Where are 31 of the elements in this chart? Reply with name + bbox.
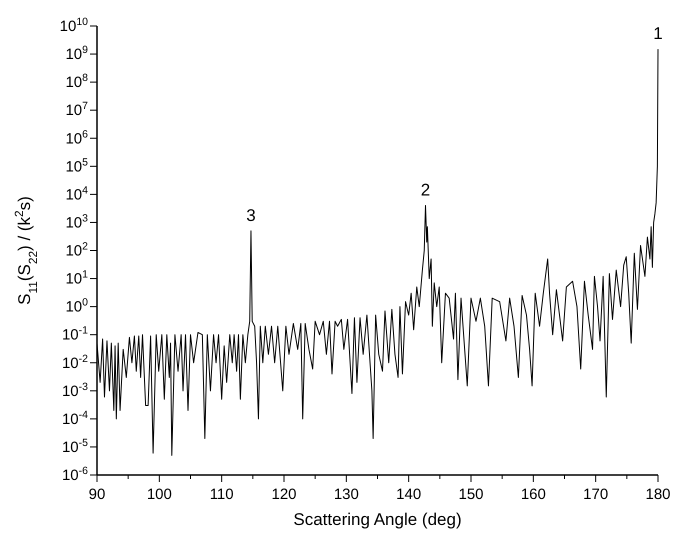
y-tick-label: 10$^{7}$ <box>65 100 88 120</box>
y-tick-label: 10$^{5}$ <box>65 156 88 176</box>
y-tick-label: 10$^{10}$ <box>60 16 88 35</box>
y-tick-label: 10$^{2}$ <box>65 240 88 260</box>
x-tick-label: 100 <box>146 486 172 503</box>
y-tick-label: 10$^{4}$ <box>65 184 88 204</box>
y-tick-label: 10$^{-5}$ <box>62 436 88 456</box>
x-tick-label: 150 <box>458 486 484 503</box>
y-tick-label: 10$^{3}$ <box>65 212 88 232</box>
y-tick-label: 10$^{-2}$ <box>62 352 88 372</box>
x-tick-label: 180 <box>645 486 671 503</box>
y-tick-label: 10$^{1}$ <box>65 268 88 288</box>
x-tick-label: 130 <box>334 486 359 503</box>
x-tick-label: 90 <box>88 486 106 503</box>
x-tick-label: 170 <box>583 486 608 503</box>
y-tick-label: 10$^{-4}$ <box>62 408 88 428</box>
y-tick-label: 10$^{-1}$ <box>62 324 88 344</box>
x-axis-title: Scattering Angle (deg) <box>293 510 462 529</box>
annotation: 1 <box>653 24 663 44</box>
x-tick-label: 120 <box>271 486 297 503</box>
annotation: 3 <box>246 206 256 225</box>
y-tick-label: 10$^{8}$ <box>65 72 88 92</box>
y-tick-label: 10$^{-6}$ <box>62 465 88 484</box>
x-tick-label: 110 <box>210 486 234 503</box>
x-tick-label: 160 <box>520 486 546 503</box>
x-tick-label: 140 <box>396 486 422 503</box>
annotation: 2 <box>420 180 430 200</box>
y-tick-label: 10$^{9}$ <box>65 44 88 64</box>
y-tick-label: 10$^{-3}$ <box>62 380 88 400</box>
y-tick-label: 10$^{6}$ <box>65 128 88 148</box>
y-tick-label: 10$^{0}$ <box>65 296 88 316</box>
